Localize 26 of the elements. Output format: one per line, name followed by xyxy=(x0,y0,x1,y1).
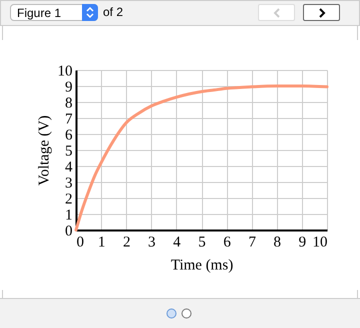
x-tick-label: 7 xyxy=(248,234,256,250)
y-tick-label: 10 xyxy=(58,64,72,80)
x-axis-title: Time (ms) xyxy=(170,258,234,274)
x-tick-label: 2 xyxy=(122,234,130,250)
y-tick-label: 6 xyxy=(65,128,73,144)
y-tick-label: 0 xyxy=(65,224,72,240)
x-tick-label: 3 xyxy=(148,234,156,250)
y-axis-title: Voltage (V) xyxy=(36,115,52,186)
x-tick-label: 0 xyxy=(76,234,84,250)
x-tick-label: 4 xyxy=(173,234,182,250)
x-tick-label: 5 xyxy=(198,234,206,250)
x-tick-label: 8 xyxy=(274,234,282,250)
y-tick-label: 3 xyxy=(65,176,72,192)
y-tick-label: 9 xyxy=(65,80,72,96)
x-tick-label: 1 xyxy=(98,234,106,250)
y-tick-label: 5 xyxy=(65,144,72,160)
y-tick-label: 2 xyxy=(65,192,72,208)
y-tick-label: 8 xyxy=(65,96,72,112)
x-tick-label: 10 xyxy=(312,234,328,250)
text: of 2 xyxy=(103,5,124,19)
y-tick-label: 4 xyxy=(65,160,73,176)
y-tick-label: 1 xyxy=(65,208,72,224)
y-tick-label: 7 xyxy=(65,112,73,128)
caption: Figure 1 xyxy=(17,6,62,20)
x-tick-label: 9 xyxy=(298,234,306,250)
x-tick-label: 6 xyxy=(223,234,232,250)
